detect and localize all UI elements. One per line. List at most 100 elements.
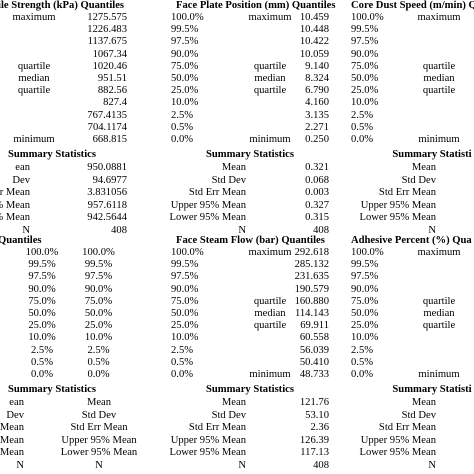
quantile-name: quartile	[253, 60, 287, 72]
quantile-value: 2.5%	[87, 344, 110, 356]
summary-value: 957.6118	[87, 199, 127, 211]
summary-label: Mean	[411, 397, 436, 408]
quantile-percent: 0.5%	[171, 356, 194, 368]
summary-label: N	[238, 224, 246, 236]
summary-label: Std Err Mean	[188, 187, 246, 198]
quantile-value: 2.271	[305, 121, 329, 133]
summary-value: Std Err Mean	[70, 422, 128, 433]
summary-value: 53.10	[305, 409, 329, 421]
quantile-value: 1020.46	[92, 60, 127, 72]
summary-title: Summary Statistics	[206, 384, 294, 395]
summary-label: Lower 95% Mean	[359, 447, 436, 458]
quantile-value: 10.422	[299, 36, 329, 48]
quantile-value: 6.790	[305, 85, 329, 97]
summary-value: 2.36	[310, 422, 329, 433]
quantile-percent: 10.0%	[171, 332, 199, 344]
quantile-name: minimum	[249, 369, 291, 380]
summary-label: Err Mean	[0, 422, 24, 433]
quantile-value: 1067.34	[92, 48, 127, 60]
summary-title: Summary Statistics	[8, 149, 96, 160]
quantile-percent: 75.0%	[351, 295, 379, 307]
quantile-value: 10.448	[299, 24, 329, 36]
quantile-value: 56.039	[299, 344, 329, 356]
quantile-percent: 90.0%	[171, 48, 199, 60]
quantile-value: 75.0%	[84, 295, 113, 307]
quantile-value: 190.579	[294, 283, 329, 295]
quantile-value: 767.4135	[87, 109, 127, 121]
quantile-value: 50.410	[299, 356, 329, 368]
quantile-value: 1226.483	[87, 24, 127, 36]
quantile-name: maximum	[248, 247, 292, 258]
summary-label: Upper 95% Mean	[360, 199, 436, 211]
summary-title: Summary Statisti	[392, 384, 472, 395]
quantile-percent: 97.5%	[171, 36, 199, 48]
quantile-percent: 2.5%	[351, 344, 374, 356]
quantile-value: 160.880	[294, 295, 329, 307]
summary-value: 121.76	[299, 397, 329, 408]
summary-label: N	[16, 459, 24, 471]
quantile-percent: 0.5%	[351, 356, 374, 368]
summary-label: Upper 95% Mean	[360, 434, 436, 446]
summary-value: 950.0881	[87, 162, 127, 173]
quantile-value: 951.51	[97, 73, 127, 84]
quantile-percent: 25.0%	[171, 85, 199, 97]
quantile-value: 10.0%	[84, 332, 113, 344]
quantile-name: minimum	[13, 134, 55, 145]
quantile-percent: 75.0%	[28, 295, 56, 307]
quantile-name: quartile	[253, 320, 287, 332]
summary-label: 5% Mean	[0, 434, 24, 446]
quantile-percent: 25.0%	[28, 320, 56, 332]
quantile-value: 668.815	[92, 134, 127, 145]
quantile-percent: 10.0%	[171, 97, 199, 109]
quantile-percent: 50.0%	[171, 73, 199, 84]
quantile-percent: 0.5%	[171, 121, 194, 133]
summary-label: 5% Mean	[0, 199, 30, 211]
summary-label: Mean	[221, 397, 246, 408]
quantile-percent: 50.0%	[28, 308, 56, 319]
quantile-name: median	[254, 73, 286, 84]
quantile-name: quartile	[422, 295, 456, 307]
summary-value: 0.327	[305, 199, 329, 211]
quantile-value: 114.143	[294, 308, 329, 319]
quantile-value: 285.132	[294, 259, 329, 271]
quantile-name: quartile	[253, 295, 287, 307]
summary-label: ean	[9, 397, 24, 408]
quantiles-title: Face Steam Flow (bar) Quantiles	[176, 235, 325, 246]
quantile-name: minimum	[249, 134, 291, 145]
quantile-percent: 97.5%	[351, 271, 379, 283]
quantile-value: 60.558	[299, 332, 329, 344]
quantile-value: 90.0%	[84, 283, 113, 295]
summary-value: 408	[313, 224, 329, 236]
quantiles-title: Core Dust Speed (m/min) Q	[351, 0, 474, 11]
summary-label: Std Dev	[211, 409, 246, 421]
summary-label: Dev	[6, 409, 24, 421]
quantile-percent: 100.0%	[25, 247, 59, 258]
summary-label: Std Dev	[401, 174, 436, 186]
quantile-percent: 97.5%	[28, 271, 56, 283]
quantile-percent: 100.0%	[171, 247, 204, 258]
quantile-percent: 90.0%	[28, 283, 56, 295]
summary-value: 408	[313, 459, 329, 471]
quantile-percent: 25.0%	[351, 320, 379, 332]
quantile-name: quartile	[422, 85, 456, 97]
quantile-value: 10.459	[299, 12, 329, 23]
summary-label: N	[22, 224, 30, 236]
quantile-value: 48.733	[299, 369, 329, 380]
quantiles-title: Quantiles	[0, 235, 42, 246]
quantile-name: maximum	[417, 247, 461, 258]
summary-label: Err Mean	[0, 187, 30, 198]
quantile-name: median	[254, 308, 286, 319]
quantile-value: 292.618	[294, 247, 329, 258]
summary-value: Upper 95% Mean	[61, 434, 137, 446]
quantile-value: 882.56	[97, 85, 127, 97]
quantile-percent: 0.0%	[351, 369, 374, 380]
quantile-percent: 100.0%	[351, 247, 384, 258]
summary-label: Std Err Mean	[378, 187, 436, 198]
summary-title: Summary Statistics	[206, 149, 294, 160]
summary-value: 408	[111, 224, 127, 236]
quantile-name: median	[423, 308, 455, 319]
quantile-name: median	[18, 73, 50, 84]
quantile-name: minimum	[418, 369, 460, 380]
summary-label: Std Err Mean	[378, 422, 436, 433]
quantile-percent: 0.5%	[351, 121, 374, 133]
